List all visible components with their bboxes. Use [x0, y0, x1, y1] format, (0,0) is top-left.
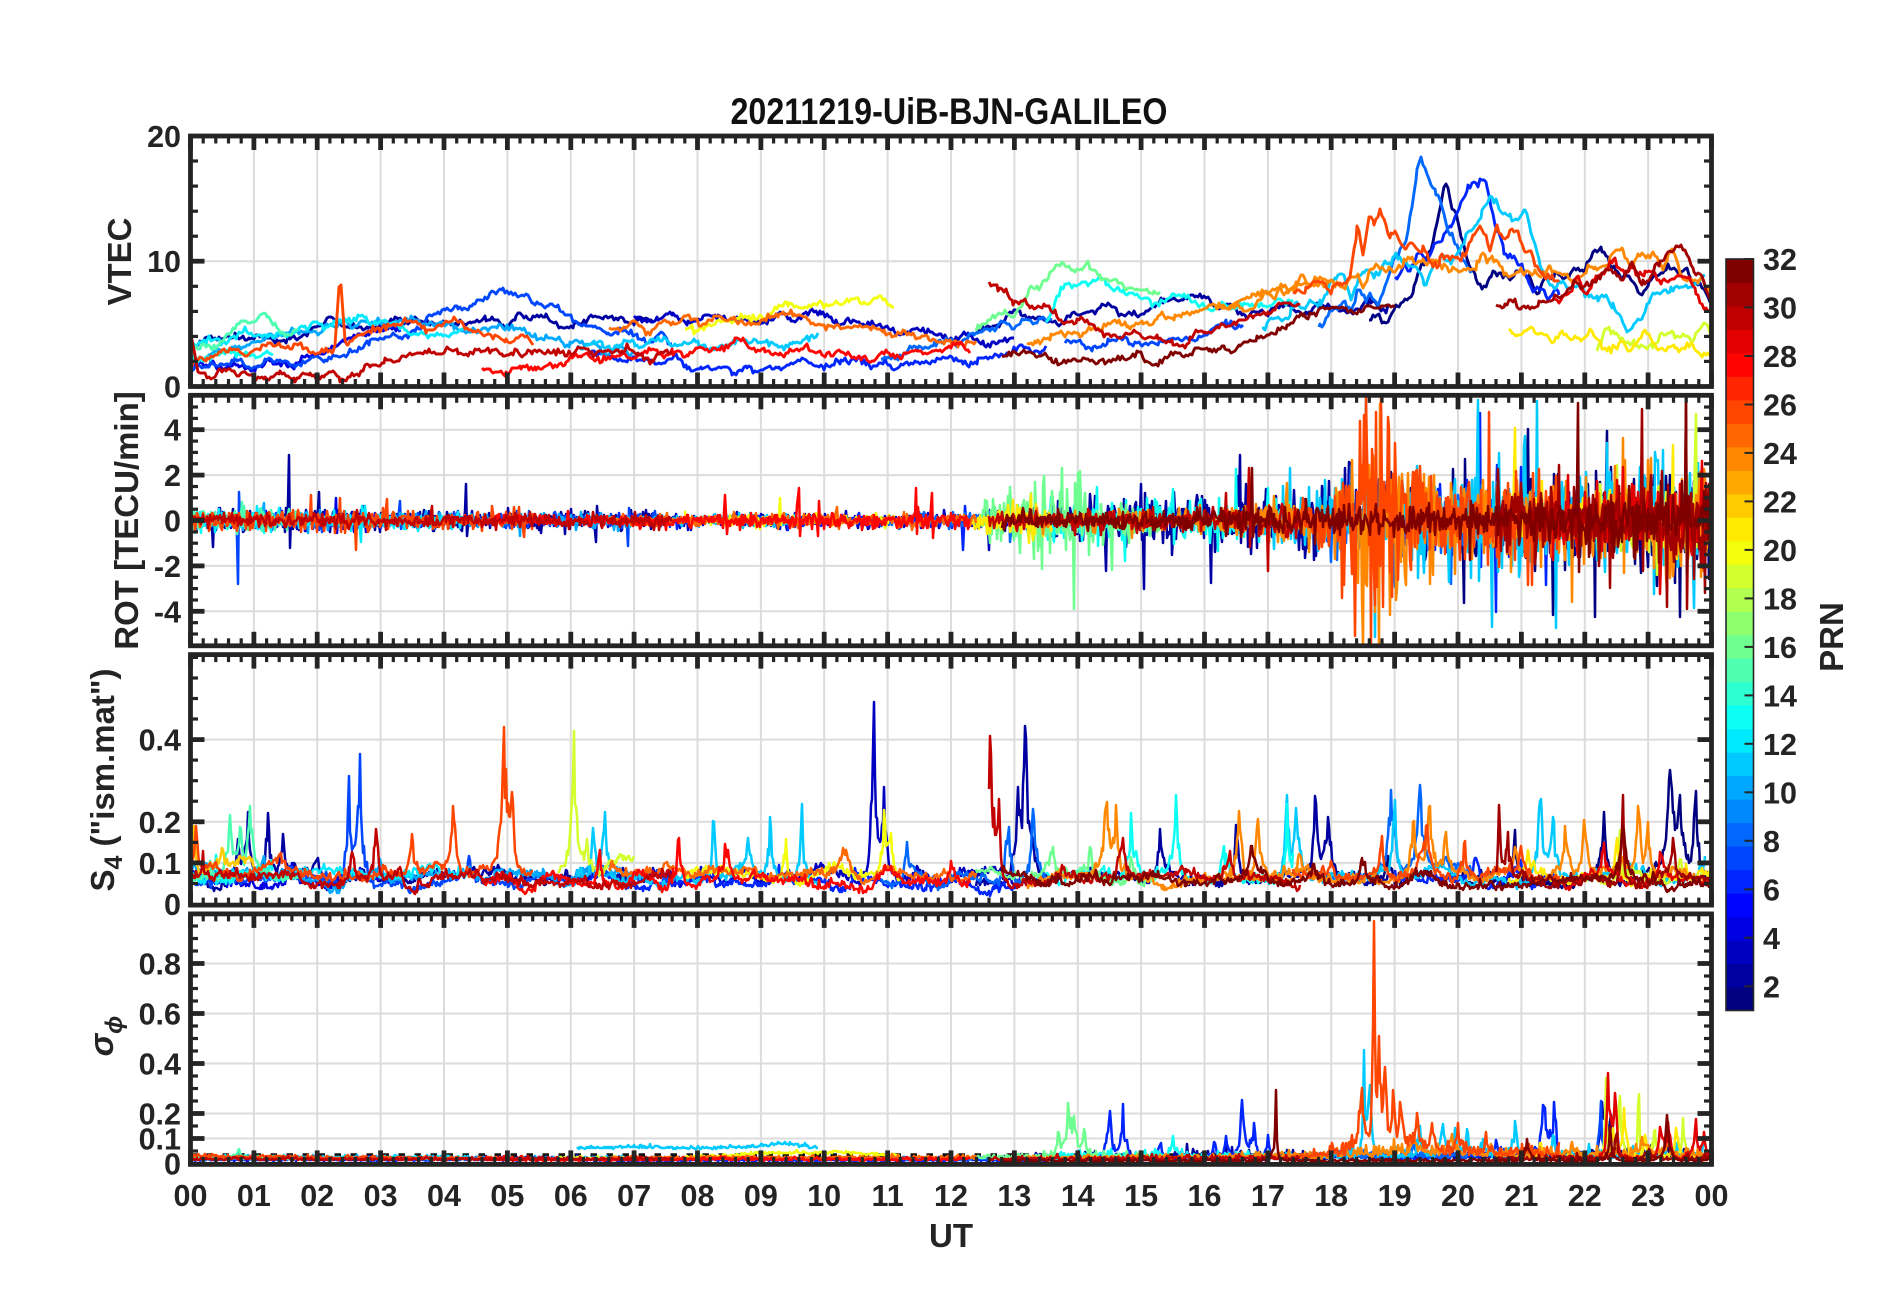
svg-text:-2: -2 [154, 550, 181, 584]
svg-text:17: 17 [1251, 1179, 1285, 1213]
svg-text:2: 2 [1763, 970, 1780, 1004]
svg-text:S4 ("ism.mat"): S4 ("ism.mat") [84, 668, 128, 891]
svg-text:10: 10 [807, 1179, 841, 1213]
svg-text:00: 00 [174, 1179, 208, 1213]
svg-text:32: 32 [1763, 243, 1797, 277]
svg-text:2: 2 [164, 459, 181, 493]
svg-text:4: 4 [1763, 922, 1780, 956]
svg-text:4: 4 [164, 414, 181, 448]
svg-text:16: 16 [1188, 1179, 1222, 1213]
svg-text:13: 13 [997, 1179, 1031, 1213]
svg-text:14: 14 [1763, 679, 1797, 713]
svg-text:19: 19 [1378, 1179, 1412, 1213]
svg-text:11: 11 [871, 1179, 903, 1213]
svg-text:12: 12 [934, 1179, 968, 1213]
svg-text:12: 12 [1763, 728, 1797, 762]
svg-text:0.2: 0.2 [139, 1098, 181, 1132]
svg-text:16: 16 [1763, 631, 1797, 665]
svg-text:0: 0 [164, 371, 181, 405]
svg-text:8: 8 [1763, 825, 1780, 859]
svg-text:0.8: 0.8 [139, 948, 181, 982]
svg-text:0.1: 0.1 [139, 847, 181, 881]
svg-text:20: 20 [1441, 1179, 1475, 1213]
svg-text:00: 00 [1695, 1179, 1729, 1213]
svg-text:08: 08 [681, 1179, 715, 1213]
svg-text:PRN: PRN [1813, 602, 1850, 672]
svg-text:22: 22 [1763, 485, 1797, 519]
svg-text:VTEC: VTEC [101, 217, 138, 305]
svg-text:24: 24 [1763, 437, 1797, 471]
svg-text:28: 28 [1763, 340, 1797, 374]
svg-text:15: 15 [1124, 1179, 1158, 1213]
svg-text:02: 02 [300, 1179, 334, 1213]
svg-text:14: 14 [1061, 1179, 1095, 1213]
svg-text:05: 05 [490, 1179, 524, 1213]
svg-text:0.6: 0.6 [139, 998, 181, 1032]
svg-text:10: 10 [147, 245, 181, 279]
svg-text:0.4: 0.4 [139, 724, 181, 758]
svg-text:06: 06 [554, 1179, 588, 1213]
svg-text:0.1: 0.1 [139, 1123, 181, 1157]
svg-text:-4: -4 [154, 595, 181, 629]
svg-text:10: 10 [1763, 776, 1797, 810]
svg-text:01: 01 [237, 1179, 271, 1213]
svg-text:18: 18 [1314, 1179, 1348, 1213]
svg-text:0: 0 [164, 1148, 181, 1182]
svg-text:21: 21 [1504, 1179, 1538, 1213]
svg-text:ROT [TECU/min]: ROT [TECU/min] [108, 391, 145, 649]
svg-text:0.4: 0.4 [139, 1048, 181, 1082]
svg-text:0.2: 0.2 [139, 806, 181, 840]
svg-text:22: 22 [1568, 1179, 1602, 1213]
svg-text:07: 07 [617, 1179, 651, 1213]
svg-text:20: 20 [1763, 534, 1797, 568]
svg-text:04: 04 [427, 1179, 461, 1213]
svg-text:20: 20 [147, 120, 181, 154]
svg-text:03: 03 [364, 1179, 398, 1213]
svg-text:09: 09 [744, 1179, 778, 1213]
svg-text:18: 18 [1763, 582, 1797, 616]
svg-text:20211219-UiB-BJN-GALILEO: 20211219-UiB-BJN-GALILEO [731, 90, 1168, 132]
svg-text:0: 0 [164, 505, 181, 539]
svg-text:23: 23 [1631, 1179, 1665, 1213]
svg-text:0: 0 [164, 888, 181, 922]
svg-text:26: 26 [1763, 389, 1797, 423]
svg-text:UT: UT [929, 1217, 973, 1254]
svg-text:6: 6 [1763, 873, 1780, 907]
svg-text:30: 30 [1763, 292, 1797, 326]
